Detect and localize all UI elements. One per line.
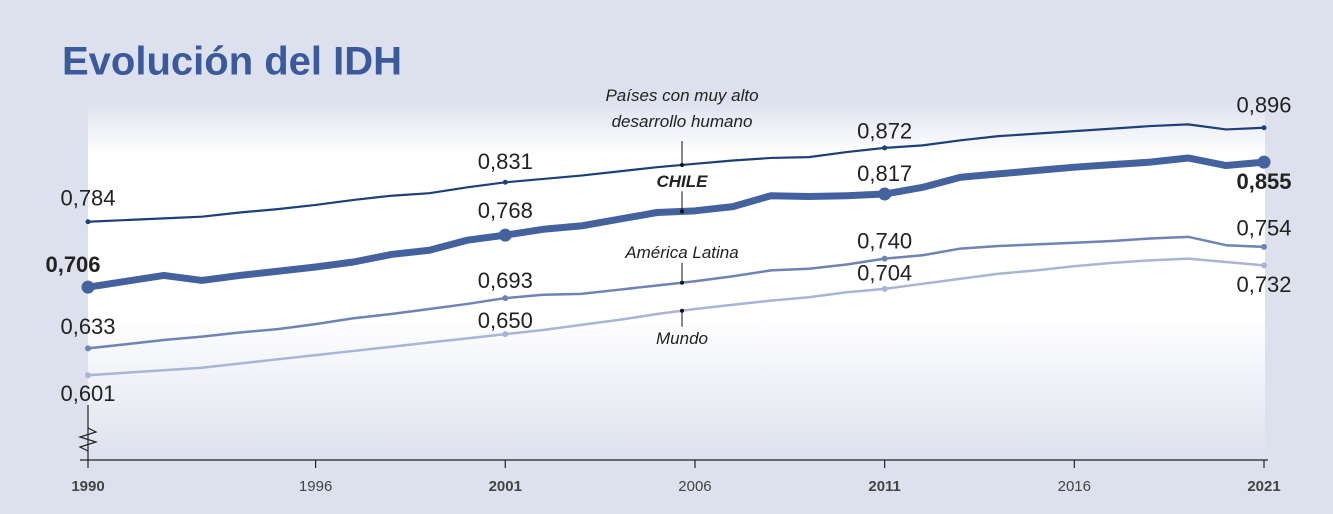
point [502, 331, 509, 338]
point [85, 345, 91, 352]
value-label: 0,740 [857, 228, 912, 253]
x-tick-label: 1990 [71, 478, 104, 495]
point [882, 145, 888, 151]
point [85, 372, 91, 379]
x-tick-label: 2011 [868, 478, 901, 495]
value-label: 0,817 [857, 161, 912, 186]
value-label: 0,855 [1236, 169, 1291, 194]
point [81, 280, 95, 294]
series-line [87, 154, 1265, 291]
x-tick-label: 1996 [299, 478, 332, 495]
x-tick-label: 2001 [489, 478, 522, 495]
series-name: Países con muy alto desarrollo humano [605, 86, 758, 131]
series-line [87, 257, 1265, 377]
series-name: América Latina [624, 243, 738, 262]
value-label: 0,872 [857, 119, 912, 144]
x-tick-label: 2021 [1247, 478, 1280, 495]
value-label: 0,650 [478, 308, 533, 333]
point [1261, 243, 1267, 250]
value-label: 0,754 [1236, 216, 1291, 241]
series-name: Mundo [656, 329, 708, 348]
value-label: 0,633 [60, 314, 115, 339]
point [1261, 125, 1267, 131]
value-label: 0,704 [857, 261, 912, 286]
series-name: CHILE [657, 172, 709, 191]
x-tick-label: 2006 [678, 478, 711, 495]
value-label: 0,896 [1236, 93, 1291, 118]
point [1261, 262, 1267, 269]
value-label: 0,601 [60, 381, 115, 406]
value-label: 0,706 [45, 252, 100, 277]
series-line [87, 123, 1265, 223]
chart-title: Evolución del IDH [62, 40, 402, 84]
axis-break [77, 427, 99, 452]
point [878, 187, 892, 201]
series-line [87, 235, 1265, 350]
x-tick-label: 2016 [1058, 478, 1091, 495]
value-label: 0,831 [478, 149, 533, 174]
point [1257, 155, 1271, 169]
point [881, 285, 888, 292]
point [502, 179, 508, 185]
point [881, 255, 888, 262]
value-label: 0,732 [1236, 272, 1291, 297]
value-label: 0,784 [60, 186, 115, 211]
value-label: 0,693 [478, 268, 533, 293]
point [85, 219, 91, 225]
point [498, 228, 512, 242]
plot-area [88, 100, 1265, 460]
value-label: 0,768 [478, 198, 533, 223]
point [502, 295, 509, 302]
